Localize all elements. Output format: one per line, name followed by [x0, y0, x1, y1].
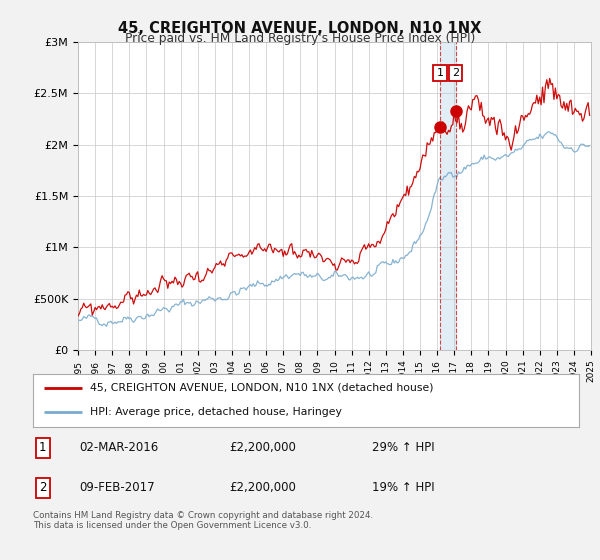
- Text: 45, CREIGHTON AVENUE, LONDON, N10 1NX (detached house): 45, CREIGHTON AVENUE, LONDON, N10 1NX (d…: [91, 383, 434, 393]
- Text: 09-FEB-2017: 09-FEB-2017: [79, 482, 155, 494]
- Text: Price paid vs. HM Land Registry's House Price Index (HPI): Price paid vs. HM Land Registry's House …: [125, 32, 475, 45]
- Text: £2,200,000: £2,200,000: [230, 482, 296, 494]
- Text: £2,200,000: £2,200,000: [230, 441, 296, 454]
- Text: 02-MAR-2016: 02-MAR-2016: [79, 441, 158, 454]
- Text: Contains HM Land Registry data © Crown copyright and database right 2024.
This d: Contains HM Land Registry data © Crown c…: [33, 511, 373, 530]
- Text: 19% ↑ HPI: 19% ↑ HPI: [371, 482, 434, 494]
- Text: 1: 1: [437, 68, 443, 78]
- Text: 1: 1: [39, 441, 47, 454]
- Text: HPI: Average price, detached house, Haringey: HPI: Average price, detached house, Hari…: [91, 407, 342, 417]
- Text: 2: 2: [39, 482, 47, 494]
- Text: 29% ↑ HPI: 29% ↑ HPI: [371, 441, 434, 454]
- Text: 45, CREIGHTON AVENUE, LONDON, N10 1NX: 45, CREIGHTON AVENUE, LONDON, N10 1NX: [118, 21, 482, 36]
- Text: 2: 2: [452, 68, 459, 78]
- Bar: [440, 42, 455, 350]
